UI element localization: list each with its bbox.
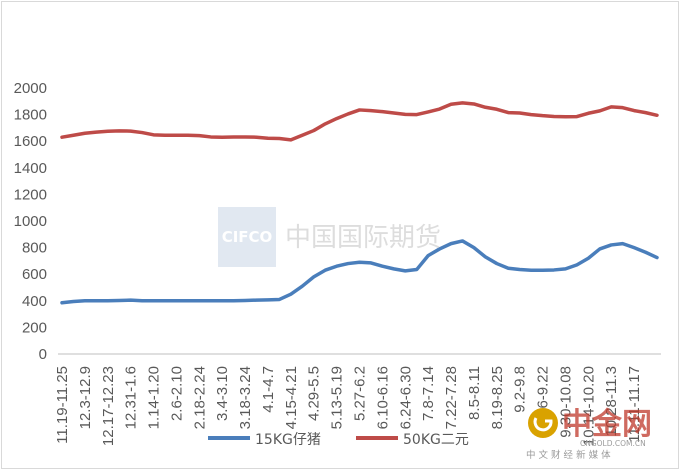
y-tick-label: 1600: [14, 133, 47, 150]
cifco-watermark-badge: [218, 207, 276, 267]
x-tick-label: 12.3-12.9: [77, 366, 94, 429]
y-tick-label: 1200: [14, 186, 47, 203]
x-tick-label: 12.17-12.23: [100, 366, 117, 446]
chart-legend: 15KG仔猪 50KG二元: [208, 432, 469, 448]
y-tick-label: 1800: [14, 107, 47, 124]
cngold-logo-tagline: 中 文 财 经 新 媒 体: [526, 449, 611, 461]
x-tick-label: 12.31-1.6: [123, 366, 140, 429]
x-tick-label: 8.5-8.11: [466, 366, 483, 420]
x-tick-label: 3.18-3.24: [237, 366, 254, 429]
x-tick-label: 2.6-2.10: [168, 366, 185, 421]
x-tick-label: 11.11-11.17: [626, 366, 643, 443]
x-tick-label: 3.4-3.10: [214, 366, 231, 421]
cngold-logo-domain: CNGOLD.COM.CN: [580, 439, 646, 448]
cngold-logo-swirl-icon: [533, 417, 553, 432]
y-tick-label: 2000: [14, 80, 47, 97]
x-tick-label: 5.27-6.2: [352, 366, 369, 421]
x-tick-label: 2.18-2.24: [191, 366, 208, 429]
series-line-1: [60, 239, 659, 305]
x-tick-label: 7.8-7.14: [420, 366, 437, 421]
cngold-logo-icon: [528, 408, 558, 438]
y-tick-label: 1400: [14, 160, 47, 177]
cngold-logo: 中金网 CNGOLD.COM.CN 中 文 财 经 新 媒 体: [526, 407, 652, 461]
y-tick-label: 800: [22, 240, 47, 257]
legend-label-series-1: 15KG仔猪: [255, 432, 321, 448]
y-tick-label: 1000: [14, 213, 47, 230]
x-tick-label: 9.30-10.08: [557, 366, 574, 438]
series-line-2: [60, 101, 659, 142]
x-tick-label: 4.1-4.7: [260, 366, 277, 413]
x-tick-label: 10.28-11.3: [603, 366, 620, 437]
y-tick-label: 600: [22, 266, 47, 283]
y-tick-label: 0: [39, 346, 47, 363]
x-tick-label: 1.14-1.20: [146, 366, 163, 429]
legend-label-series-2: 50KG二元: [403, 432, 469, 448]
x-tick-label: 8.19-8.25: [489, 366, 506, 429]
x-tick-label: 6.10-6.16: [374, 366, 391, 429]
x-tick-label: 4.29-5.5: [306, 366, 323, 421]
x-axis-tick-labels: 11.19-11.25 12.3-12.9 12.17-12.23 12.31-1.6…: [54, 366, 643, 446]
cifco-watermark-badge-text: CIFCO: [222, 228, 273, 246]
cngold-logo-brand: 中金网: [562, 407, 652, 442]
y-tick-label: 200: [22, 319, 47, 336]
cifco-watermark: CIFCO 中国国际期货: [218, 207, 441, 267]
x-tick-label: 11.19-11.25: [54, 366, 71, 444]
x-tick-label: 9.2-9.8: [512, 366, 529, 413]
x-tick-label: 5.13-5.19: [329, 366, 346, 429]
x-tick-label: 7.22-7.28: [443, 366, 460, 429]
x-tick-label: 6.24-6.30: [397, 366, 414, 429]
x-tick-label: 4.15-4.21: [283, 366, 300, 429]
y-axis-tick-labels: 0 200 400 600 800 1000 1200 1400 1600 1800 2000: [14, 80, 47, 363]
y-tick-label: 400: [22, 293, 47, 310]
cifco-watermark-text: 中国国际期货: [285, 223, 441, 253]
x-tick-label: 10.14-10.20: [580, 366, 597, 446]
series-lines: [60, 101, 659, 305]
